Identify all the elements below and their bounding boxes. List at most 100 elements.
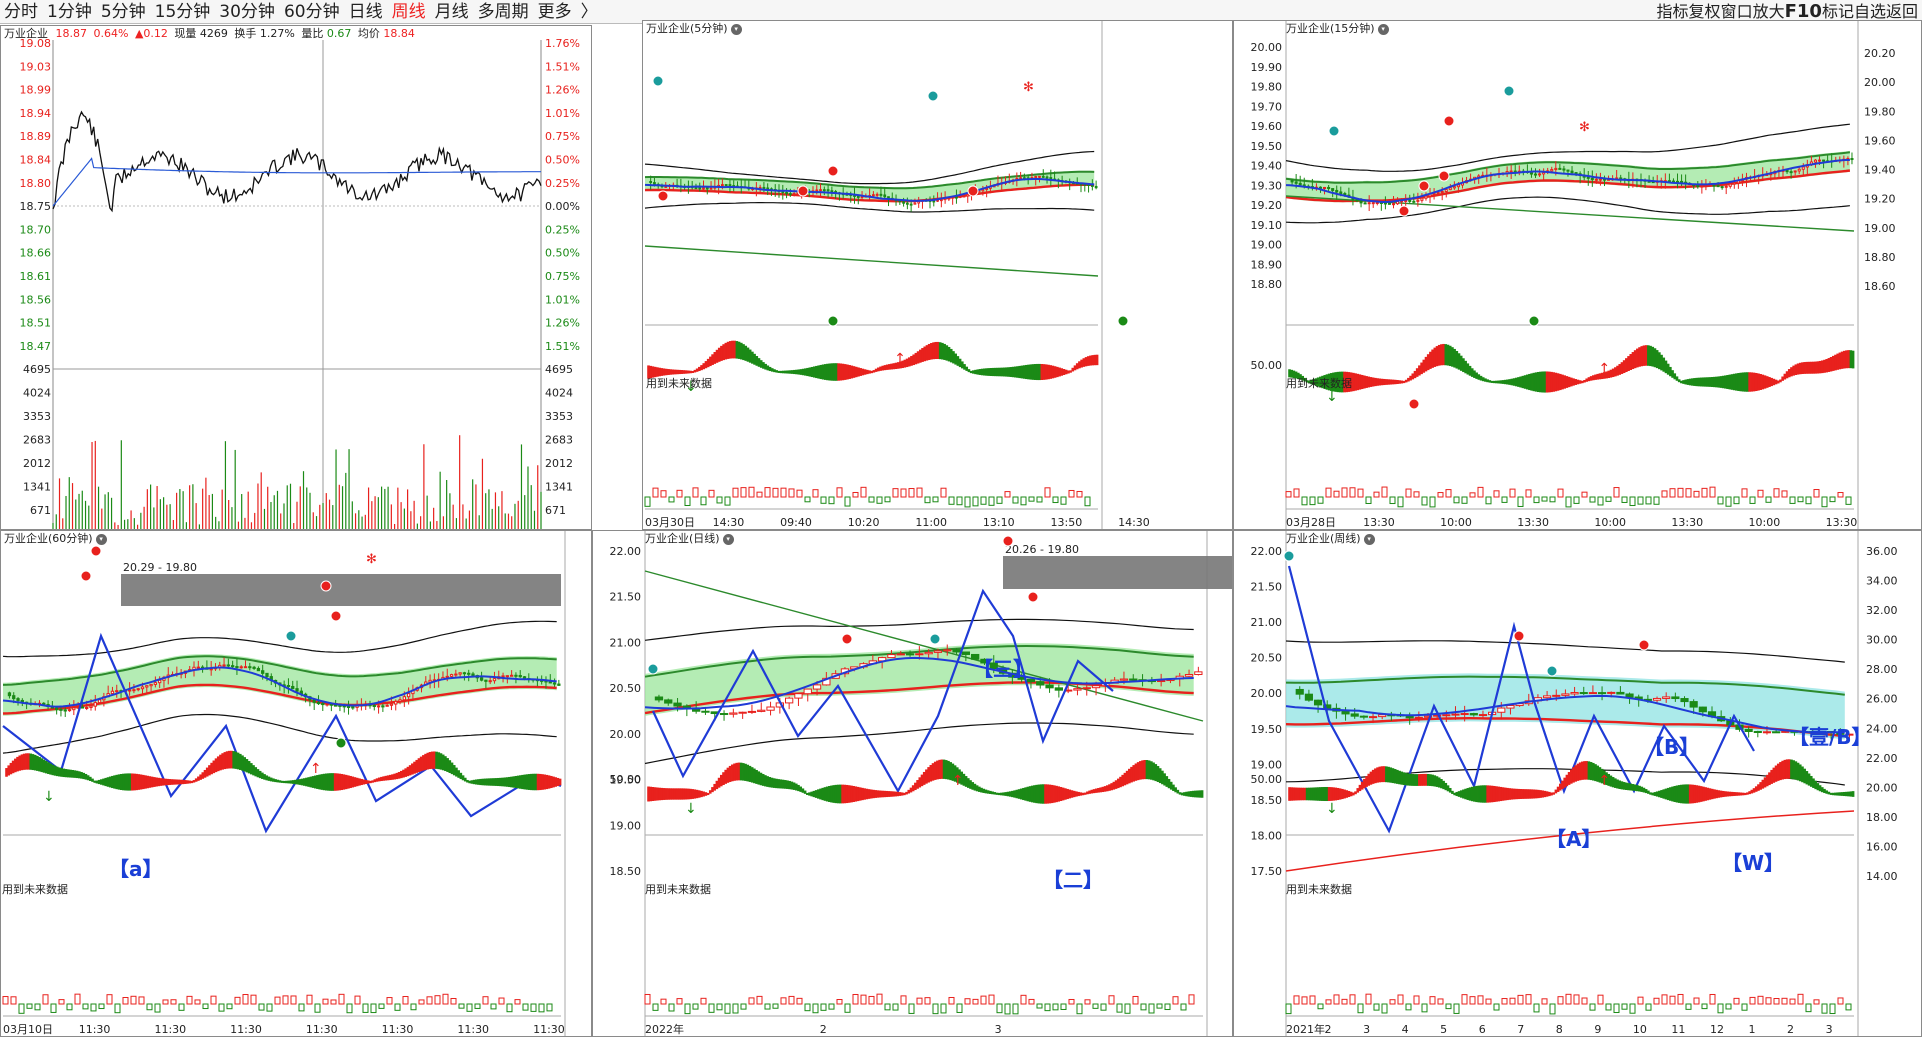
menu-indicator[interactable]: 指标 bbox=[1656, 2, 1689, 21]
indicator-macd-bar bbox=[647, 365, 650, 379]
indicator-macd-bar bbox=[956, 356, 960, 366]
indicator-macd-bar bbox=[801, 368, 805, 376]
pct-tick: 0.25% bbox=[545, 177, 580, 190]
indicator-macd-bar bbox=[75, 770, 79, 779]
indicator-macd-bar bbox=[848, 365, 851, 379]
menu-adjust[interactable]: 复权 bbox=[1688, 2, 1721, 21]
menu-back[interactable]: 返回 bbox=[1885, 2, 1918, 21]
settings-icon[interactable]: ▾ bbox=[1363, 533, 1375, 545]
indicator-macd-bar bbox=[649, 786, 653, 802]
indicator-macd-bar bbox=[1693, 378, 1696, 386]
price-candle bbox=[955, 196, 958, 199]
tab-30min[interactable]: 30分钟 bbox=[219, 2, 275, 22]
indicator-macd-bar bbox=[1387, 379, 1390, 385]
tab-more[interactable]: 更多 bbox=[537, 2, 572, 22]
indicator-macd-bar bbox=[22, 753, 26, 770]
indicator-macd-bar bbox=[1611, 777, 1615, 788]
price-candle bbox=[230, 665, 235, 668]
tab-intraday[interactable]: 分时 bbox=[4, 2, 38, 22]
indicator-macd-bar bbox=[1614, 367, 1617, 377]
price-tick: 16.00 bbox=[1866, 840, 1898, 853]
price-candle bbox=[295, 688, 299, 692]
indicator-macd-bar bbox=[422, 755, 425, 771]
wave-label-3: 【三】 bbox=[973, 657, 1033, 681]
sub-vol-bar bbox=[50, 1003, 57, 1013]
tab-1min[interactable]: 1分钟 bbox=[47, 2, 92, 22]
indicator-macd-bar bbox=[678, 788, 681, 800]
settings-icon[interactable]: ▾ bbox=[95, 533, 107, 545]
menu-f10[interactable]: F10 bbox=[1784, 1, 1822, 22]
indicator-macd-bar bbox=[722, 344, 725, 361]
sub-vol-bar bbox=[274, 996, 281, 1005]
ma-band bbox=[645, 643, 1194, 716]
price-candle bbox=[256, 667, 261, 672]
settings-icon[interactable]: ▾ bbox=[730, 23, 742, 35]
indicator-macd-bar bbox=[1154, 764, 1158, 782]
indicator-macd-bar bbox=[742, 763, 745, 781]
buy-signal-icon bbox=[1328, 125, 1340, 137]
tab-multi-period[interactable]: 多周期 bbox=[477, 2, 529, 22]
indicator-macd-bar bbox=[393, 773, 396, 780]
menu-zoom[interactable]: 放大 bbox=[1752, 2, 1785, 21]
indicator-macd-bar bbox=[1442, 343, 1445, 366]
indicator-macd-bar bbox=[1455, 350, 1459, 369]
indicator-macd-bar bbox=[927, 343, 931, 360]
tab-60min[interactable]: 60分钟 bbox=[283, 2, 340, 22]
indicator-macd-bar bbox=[834, 784, 838, 804]
tab-daily[interactable]: 日线 bbox=[348, 2, 383, 22]
settings-icon[interactable]: ▾ bbox=[722, 533, 734, 545]
chart-panel-15min[interactable]: 万业企业(15分钟) ▾ 用到未来数据 ↓ ↑ ✻ 20.00 19.90 19.80 19.… bbox=[1233, 20, 1922, 530]
indicator-macd-bar bbox=[1092, 789, 1096, 794]
indicator-macd-bar bbox=[1453, 348, 1456, 368]
indicator-macd-bar bbox=[1721, 790, 1725, 798]
tab-5min[interactable]: 5分钟 bbox=[100, 2, 146, 22]
chart-panel-5min[interactable]: 万业企业(5分钟) ▾ 用到未来数据 ↓ ↑ ✻ 03月30日 14:30 09:40 10:… bbox=[642, 20, 1233, 530]
indicator-macd-bar bbox=[1570, 769, 1573, 784]
indicator-macd-bar bbox=[1189, 791, 1193, 797]
chart-panel-daily[interactable]: 万业企业(日线) ▾ 用到未来数据 【三】 【二】 20.26 - 19.80 ↓ ↑… bbox=[592, 530, 1233, 1037]
intraday-chart-panel[interactable]: 万业企业 18.87 0.64% ▲0.12 现量 4269 换手 1.27% … bbox=[0, 25, 592, 530]
indicator-macd-bar bbox=[172, 779, 176, 785]
indicator-macd-bar bbox=[669, 788, 672, 800]
indicator-macd-bar bbox=[1323, 375, 1327, 389]
indicator-macd-bar bbox=[788, 780, 791, 790]
indicator-macd-bar bbox=[1360, 781, 1364, 790]
sub-vol-bar bbox=[1341, 998, 1348, 1005]
indicator-macd-bar bbox=[1616, 365, 1619, 376]
price-candle bbox=[1452, 186, 1456, 189]
indicator-macd-bar bbox=[772, 778, 776, 788]
kline-60min: 20.29 - 19.80↓↑✻03月10日 11:30 11:30 11:30 11:… bbox=[2, 531, 566, 1036]
settings-icon[interactable]: ▾ bbox=[1377, 23, 1389, 35]
indicator-macd-bar bbox=[214, 758, 218, 773]
indicator-macd-bar bbox=[428, 752, 432, 770]
chart-panel-60min[interactable]: 万业企业(60分钟) ▾ 用到未来数据 【a】 20.29 - 19.80 ↓ ↑ ✻ 0… bbox=[0, 530, 592, 1037]
tab-15min[interactable]: 15分钟 bbox=[154, 2, 211, 22]
sub-vol-bar bbox=[1541, 998, 1548, 1005]
wave-line bbox=[2, 632, 562, 834]
price-candle bbox=[471, 673, 475, 677]
tab-monthly[interactable]: 月线 bbox=[434, 2, 469, 22]
sub-vol-bar bbox=[876, 993, 883, 1005]
vol-tick: 3353 bbox=[23, 410, 51, 423]
sub-vol-bar bbox=[996, 1003, 1003, 1014]
menu-watchlist[interactable]: 自选 bbox=[1853, 2, 1886, 21]
chart-panel-weekly[interactable]: 万业企业(周线) ▾ 用到未来数据 【壹/B】 【B】 【A】 【W】 ↓ ↑ 22.… bbox=[1233, 530, 1922, 1037]
zone-label: 20.29 - 19.80 bbox=[123, 561, 197, 574]
price-candle bbox=[1753, 731, 1762, 734]
indicator-macd-bar bbox=[1787, 759, 1791, 779]
time-label: 09:40 bbox=[780, 516, 812, 529]
indicator-macd-bar bbox=[1036, 363, 1039, 381]
tab-weekly[interactable]: 周线 bbox=[391, 2, 426, 22]
sub-vol-bar bbox=[1325, 487, 1332, 498]
indicator-macd-bar bbox=[82, 772, 86, 780]
indicator-macd-bar bbox=[1743, 792, 1747, 796]
sub-vol-bar bbox=[1004, 491, 1011, 498]
menu-window[interactable]: 窗口 bbox=[1720, 2, 1753, 21]
menu-mark[interactable]: 标记 bbox=[1821, 2, 1854, 21]
sub-vol-bar bbox=[1701, 1003, 1708, 1010]
more-arrow-icon[interactable]: 〉 bbox=[580, 2, 598, 22]
indicator-macd-bar bbox=[309, 776, 313, 788]
indicator-macd-bar bbox=[216, 756, 220, 772]
indicator-macd-bar bbox=[794, 783, 798, 791]
down-arrow-icon: ↓ bbox=[685, 379, 697, 395]
